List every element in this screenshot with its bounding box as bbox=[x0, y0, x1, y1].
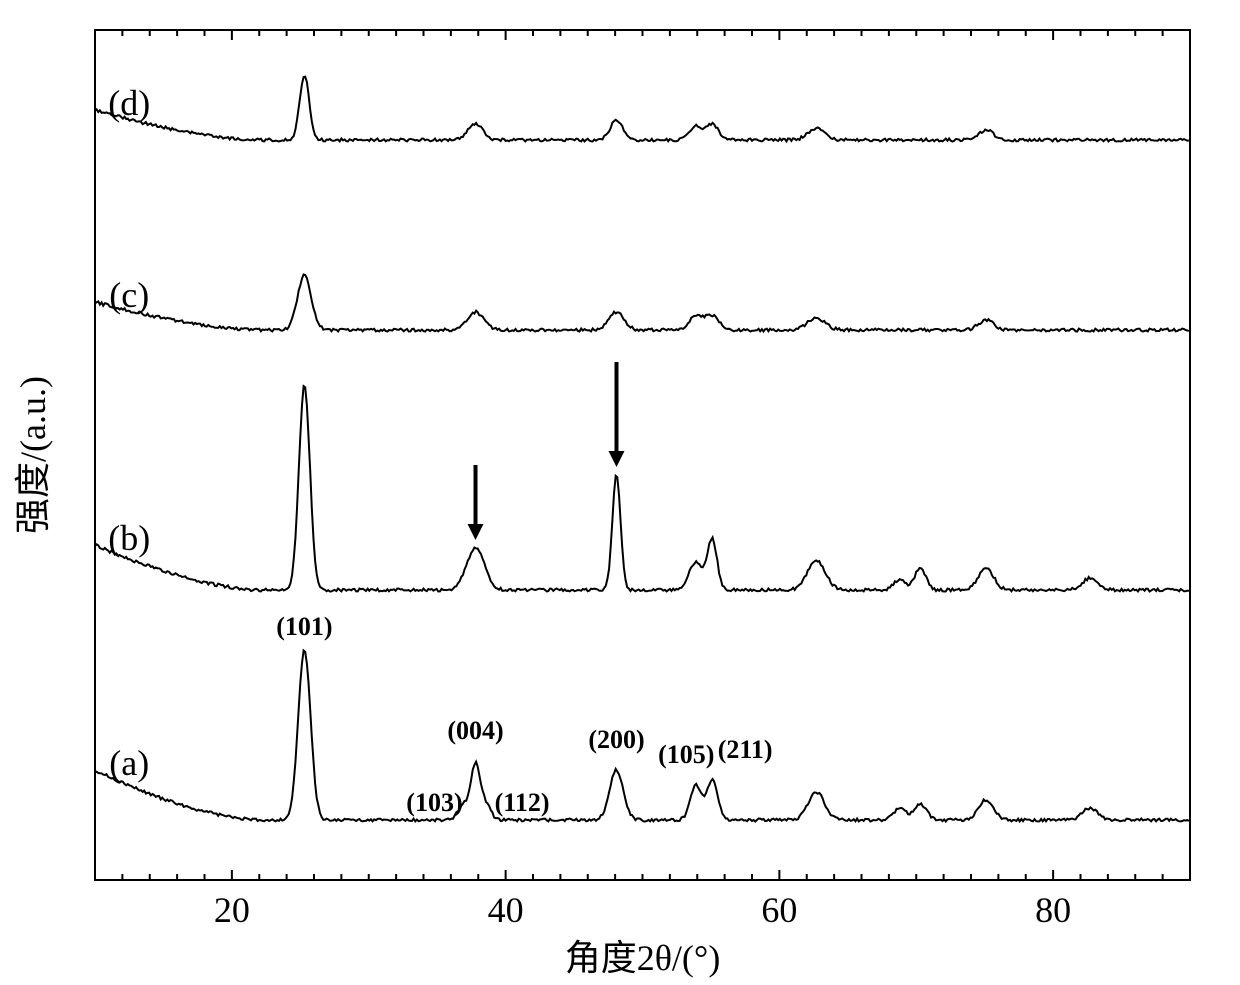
series-label-c: (c) bbox=[109, 275, 149, 315]
peak-label-103: (103) bbox=[406, 788, 462, 817]
peak-label-211: (211) bbox=[718, 735, 773, 764]
series-label-b: (b) bbox=[108, 518, 150, 558]
trace-b bbox=[95, 386, 1189, 591]
peak-label-101: (101) bbox=[276, 612, 332, 641]
x-axis-label: 角度2θ/(°) bbox=[565, 938, 721, 978]
series-label-a: (a) bbox=[109, 743, 149, 783]
x-tick-label-40: 40 bbox=[488, 890, 524, 930]
x-tick-label-80: 80 bbox=[1035, 890, 1071, 930]
y-axis-label: 强度/(a.u.) bbox=[13, 376, 53, 534]
trace-d bbox=[95, 77, 1189, 142]
xrd-chart: 20 40 60 80 角度2θ/(°) 强度/(a.u.) (a) (101) (103) (0… bbox=[0, 0, 1240, 985]
trace-c bbox=[95, 275, 1189, 332]
x-tick-label-60: 60 bbox=[761, 890, 797, 930]
series-label-d: (d) bbox=[108, 83, 150, 123]
peak-label-004: (004) bbox=[447, 716, 503, 745]
chart-svg: 20 40 60 80 角度2θ/(°) 强度/(a.u.) (a) (101) (103) (0… bbox=[0, 0, 1240, 985]
x-tick-label-20: 20 bbox=[214, 890, 250, 930]
peak-label-105: (105) bbox=[658, 740, 714, 769]
peak-label-112: (112) bbox=[495, 788, 550, 817]
peak-label-200: (200) bbox=[588, 725, 644, 754]
arrow-b-1 bbox=[608, 362, 624, 467]
arrow-b-0 bbox=[468, 465, 484, 540]
